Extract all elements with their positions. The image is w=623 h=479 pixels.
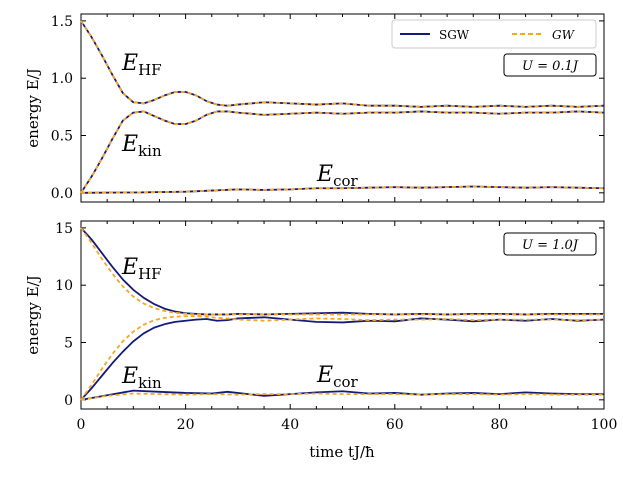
- top-ytick-label: 0.0: [51, 186, 73, 202]
- bottom-ytick-label: 0: [64, 393, 73, 409]
- top-param-box: U = 0.1J: [503, 53, 597, 77]
- top-panel: 0.0 0.5 1.0 1.5 energy E/J EHF Ekin Ecor SG…: [24, 13, 605, 203]
- bottom-series-sgw-e-cor: [80, 389, 604, 401]
- bottom-x-ticks: 0 20 40 60 80 100: [77, 221, 618, 433]
- bottom-param-box: U = 1.0J: [503, 232, 597, 256]
- bottom-y-axis-label: energy E/J: [24, 275, 42, 354]
- bottom-xtick-label: 100: [591, 417, 618, 433]
- top-label-ecor: Ecor: [316, 162, 358, 190]
- top-ytick-label: 0.5: [51, 129, 73, 145]
- top-series-gw-e-cor: [80, 185, 605, 194]
- bottom-ytick-label: 5: [64, 336, 73, 352]
- top-ytick-label: 1.5: [51, 14, 73, 30]
- top-series-sgw-e-hf: [80, 20, 605, 108]
- bottom-label-ekin: Ekin: [121, 364, 162, 392]
- bottom-xtick-label: 80: [490, 417, 508, 433]
- legend: SGW GW: [391, 19, 597, 49]
- bottom-ytick-label: 10: [55, 278, 73, 294]
- top-y-axis-label: energy E/J: [24, 68, 42, 147]
- bottom-series-gw-e-hf: [80, 227, 604, 316]
- bottom-ytick-label: 15: [55, 221, 73, 237]
- bottom-param-text: U = 1.0J: [522, 238, 579, 253]
- bottom-xtick-label: 60: [386, 417, 404, 433]
- bottom-panel: 0 5 10 15 0 20 40 60 80 100 energy E/J time tJ/ħ…: [24, 220, 618, 461]
- top-series-gw-e-kin: [80, 110, 605, 194]
- bottom-series-gw-e-kin: [80, 315, 605, 401]
- bottom-param-frame: [503, 232, 597, 256]
- top-param-text: U = 0.1J: [522, 59, 579, 74]
- top-x-ticks: [80, 14, 605, 202]
- bottom-xtick-label: 20: [177, 417, 195, 433]
- bottom-label-ehf: EHF: [121, 255, 162, 283]
- top-label-ehf: EHF: [121, 51, 162, 79]
- bottom-y-ticks: 0 5 10 15: [55, 221, 604, 409]
- bottom-xtick-label: 40: [281, 417, 299, 433]
- top-param-frame: [503, 53, 597, 77]
- top-label-ekin: Ekin: [121, 132, 162, 160]
- top-ytick-label: 1.0: [51, 71, 73, 87]
- bottom-curves: [80, 227, 605, 401]
- legend-sgw-label: SGW: [439, 28, 470, 42]
- legend-gw-label: GW: [552, 28, 576, 42]
- top-curves: [80, 20, 605, 194]
- bottom-label-ecor: Ecor: [316, 363, 358, 391]
- bottom-series-gw-e-cor: [80, 392, 604, 401]
- x-axis-label: time tJ/ħ: [309, 443, 375, 461]
- bottom-xtick-label: 0: [77, 417, 86, 433]
- legend-frame: [391, 19, 597, 49]
